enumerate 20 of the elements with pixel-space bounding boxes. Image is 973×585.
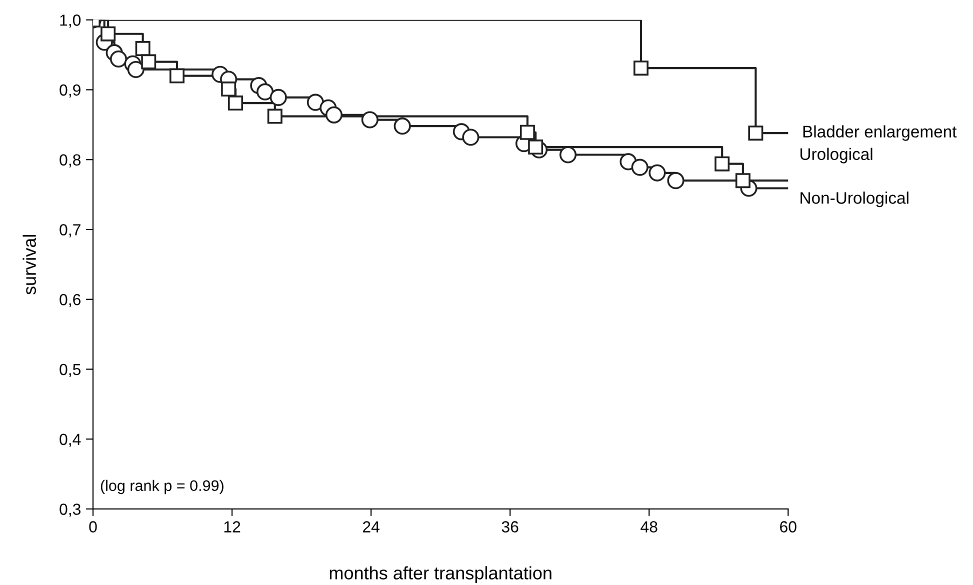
series-label: Non-Urological [800,192,908,208]
x-tick-label: 48 [640,521,658,532]
y-tick-label: 0,4 [60,434,81,447]
x-tick-label: 24 [362,521,380,532]
y-tick-label: 0,3 [60,504,81,517]
y-tick-label: 0,9 [60,84,80,98]
y-tick-label: 0,8 [60,154,81,168]
y-tick-label: 0,7 [60,224,80,238]
x-tick-label: 12 [224,521,240,532]
y-axis-title: survival [22,235,36,295]
series-label: Bladder enlargement [803,125,957,141]
y-tick-label: 0,5 [60,364,81,378]
y-tick-label: 0,6 [60,294,81,308]
x-tick-label: 60 [780,521,796,532]
annotation: (log rank p = 0.99) [100,480,224,494]
x-axis-title: months after transplantation [330,566,552,584]
x-tick-label: 0 [89,521,97,532]
series-label: Urological [800,148,872,164]
x-tick-label: 36 [502,521,518,532]
y-tick-label: 1,0 [60,14,81,28]
